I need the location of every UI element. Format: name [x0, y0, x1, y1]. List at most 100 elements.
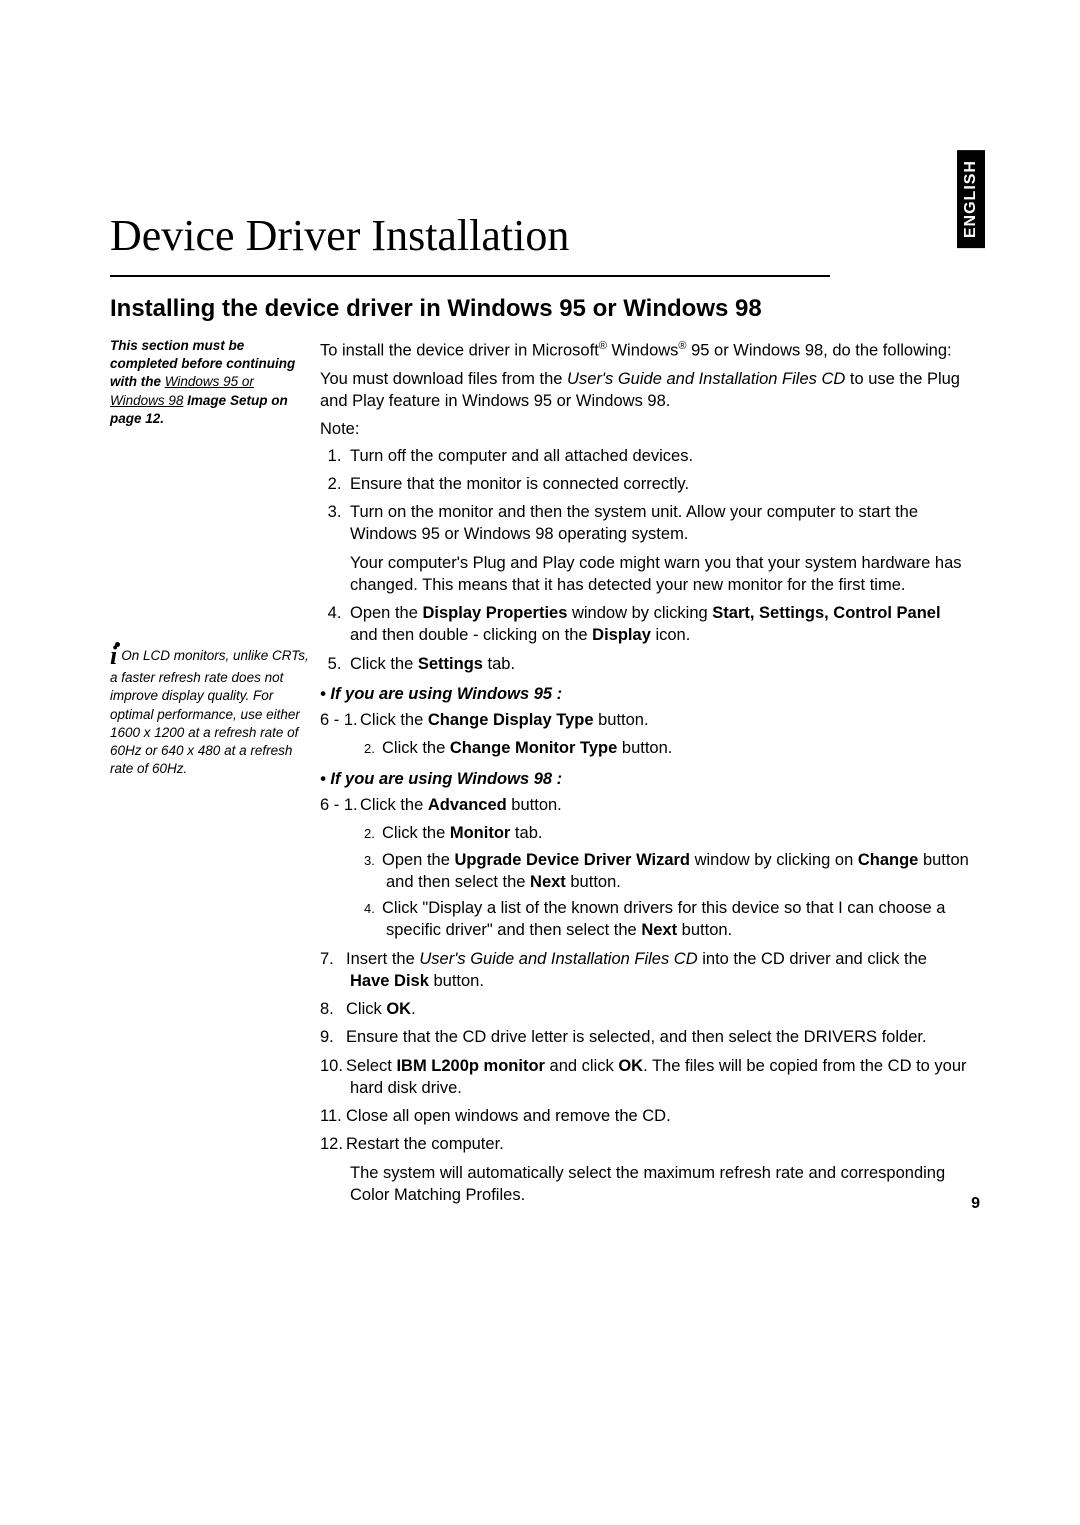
info-icon: i — [110, 641, 117, 670]
step-number: 8. — [320, 998, 346, 1020]
text: You must download files from the — [320, 370, 567, 388]
win95-step-6-2: 2.Click the Change Monitor Type button. — [364, 737, 970, 759]
text: 95 or Windows 98, do the following: — [687, 342, 952, 360]
win98-step-6-3: 3.Open the Upgrade Device Driver Wizard … — [364, 849, 970, 894]
bold-text: Advanced — [428, 796, 507, 814]
text: Open the — [350, 604, 422, 622]
bold-text: Display Properties — [422, 604, 567, 622]
step-10: 10.Select IBM L200p monitor and click OK… — [320, 1055, 970, 1100]
bold-text: IBM L200p monitor — [396, 1057, 545, 1075]
win95-substeps-cont: 2.Click the Change Monitor Type button. — [364, 737, 970, 759]
step-1: Turn off the computer and all attached d… — [346, 445, 970, 467]
bold-text: Display — [592, 626, 651, 644]
page-title: Device Driver Installation — [110, 210, 830, 277]
step-prefix: 6 - 1. — [320, 711, 358, 729]
step-7: 7.Insert the User's Guide and Installati… — [320, 948, 970, 993]
cd-name: User's Guide and Installation Files CD — [419, 950, 697, 968]
text: into the CD driver and click the — [698, 950, 927, 968]
sidebar-notes: This section must be completed before co… — [110, 333, 320, 1206]
closing-note: The system will automatically select the… — [320, 1162, 970, 1207]
bold-text: Upgrade Device Driver Wizard — [454, 851, 690, 869]
win95-subheading: • If you are using Windows 95 : — [320, 683, 970, 705]
document-page: Device Driver Installation Installing th… — [110, 140, 970, 1206]
note-label: Note: — [320, 418, 970, 440]
steps-list: Turn off the computer and all attached d… — [320, 445, 970, 675]
text: Ensure that the CD drive letter is selec… — [346, 1028, 927, 1046]
step-5: Click the Settings tab. — [346, 653, 970, 675]
main-content: To install the device driver in Microsof… — [320, 333, 970, 1206]
text: button. — [429, 972, 484, 990]
step-8: 8.Click OK. — [320, 998, 970, 1020]
step-prefix: 4. — [364, 900, 382, 918]
lcd-note: iOn LCD monitors, unlike CRTs, a faster … — [110, 634, 310, 778]
text: tab. — [483, 655, 515, 673]
bold-text: Start, Settings, Control Panel — [712, 604, 940, 622]
registered-mark: ® — [599, 340, 607, 352]
win98-step-6-4: 4.Click "Display a list of the known dri… — [364, 897, 970, 942]
text: To install the device driver in Microsof… — [320, 342, 599, 360]
text: button. — [507, 796, 562, 814]
text: window by clicking — [567, 604, 712, 622]
text: tab. — [510, 824, 542, 842]
step-number: 9. — [320, 1026, 346, 1048]
registered-mark: ® — [678, 340, 686, 352]
bold-text: Next — [530, 873, 566, 891]
step-number: 7. — [320, 948, 346, 970]
win98-substeps: 6 - 1.Click the Advanced button. — [320, 794, 970, 816]
text: Click the — [360, 796, 428, 814]
text: button. — [566, 873, 621, 891]
steps-7-12: 7.Insert the User's Guide and Installati… — [320, 948, 970, 1156]
text: button. — [617, 739, 672, 757]
text: and click — [545, 1057, 618, 1075]
bold-text: OK — [386, 1000, 411, 1018]
text: and then double - clicking on the — [350, 626, 592, 644]
text: Click the — [382, 824, 450, 842]
step-11: 11.Close all open windows and remove the… — [320, 1105, 970, 1127]
download-paragraph: You must download files from the User's … — [320, 368, 970, 413]
step-4: Open the Display Properties window by cl… — [346, 602, 970, 647]
text: Select — [346, 1057, 396, 1075]
win98-substeps-cont: 2.Click the Monitor tab. 3.Open the Upgr… — [364, 822, 970, 941]
step-number: 10. — [320, 1055, 346, 1077]
text: Close all open windows and remove the CD… — [346, 1107, 671, 1125]
win95-substeps: 6 - 1.Click the Change Display Type butt… — [320, 709, 970, 731]
text: Click — [346, 1000, 386, 1018]
bold-text: Have Disk — [350, 972, 429, 990]
prerequisite-note: This section must be completed before co… — [110, 337, 310, 428]
text: Insert the — [346, 950, 419, 968]
step-prefix: 6 - 1. — [320, 796, 358, 814]
step-3: Turn on the monitor and then the system … — [346, 501, 970, 596]
text: Restart the computer. — [346, 1135, 504, 1153]
bold-text: Change Monitor Type — [450, 739, 617, 757]
text: button. — [594, 711, 649, 729]
step-number: 12. — [320, 1133, 346, 1155]
text: Windows — [607, 342, 679, 360]
text: Click the — [382, 739, 450, 757]
bold-text: Monitor — [450, 824, 510, 842]
win95-step-6-1: 6 - 1.Click the Change Display Type butt… — [320, 709, 970, 731]
bold-text: Next — [641, 921, 677, 939]
text: Turn on the monitor and then the system … — [350, 503, 918, 543]
step-number: 11. — [320, 1105, 346, 1127]
text: window by clicking on — [690, 851, 858, 869]
cd-name: User's Guide and Installation Files CD — [567, 370, 845, 388]
text: . — [411, 1000, 416, 1018]
intro-paragraph: To install the device driver in Microsof… — [320, 339, 970, 362]
text: Click the — [350, 655, 418, 673]
step-2: Ensure that the monitor is connected cor… — [346, 473, 970, 495]
bold-text: Change — [858, 851, 919, 869]
win98-step-6-1: 6 - 1.Click the Advanced button. — [320, 794, 970, 816]
text: Open the — [382, 851, 454, 869]
step-prefix: 2. — [364, 740, 382, 758]
text: Click the — [360, 711, 428, 729]
text: button. — [677, 921, 732, 939]
step-3-note: Your computer's Plug and Play code might… — [350, 552, 970, 597]
bold-text: Settings — [418, 655, 483, 673]
lcd-note-text: On LCD monitors, unlike CRTs, a faster r… — [110, 648, 309, 776]
bold-text: OK — [618, 1057, 643, 1075]
section-heading: Installing the device driver in Windows … — [110, 295, 970, 323]
step-prefix: 2. — [364, 825, 382, 843]
win98-step-6-2: 2.Click the Monitor tab. — [364, 822, 970, 844]
text: icon. — [651, 626, 690, 644]
step-12: 12.Restart the computer. — [320, 1133, 970, 1155]
